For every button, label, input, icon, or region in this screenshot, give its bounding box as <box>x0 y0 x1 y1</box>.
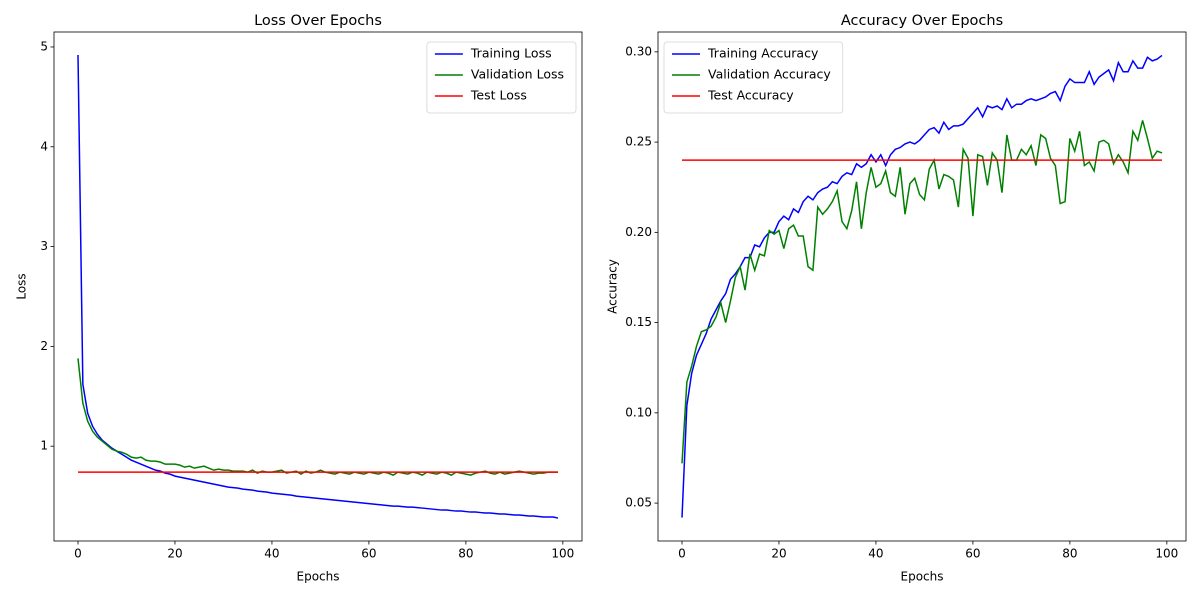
x-tick-label: 0 <box>74 547 82 561</box>
legend: Training Accuracy Validation Accuracy Test… <box>663 41 844 114</box>
axes-frame <box>53 31 583 542</box>
y-tick-label: 0.05 <box>625 496 652 510</box>
x-tick-label: 60 <box>965 547 980 561</box>
line-series <box>681 54 1163 518</box>
legend-frame <box>663 41 844 114</box>
legend: Training Loss Validation Loss Test Loss <box>426 41 577 114</box>
legend-frame <box>426 41 577 114</box>
chart-title: Accuracy Over Epochs <box>841 13 1003 29</box>
y-axis-label: Accuracy <box>606 259 620 314</box>
y-tick-label: 3 <box>40 239 48 253</box>
x-tick-label: 80 <box>1062 547 1077 561</box>
x-tick-label: 60 <box>361 547 376 561</box>
line-series <box>77 54 559 519</box>
y-tick-label: 0.30 <box>625 44 652 58</box>
y-axis-label: Loss <box>15 273 29 299</box>
x-tick-label: 40 <box>264 547 279 561</box>
y-tick-label: 4 <box>40 139 48 153</box>
y-tick-label: 5 <box>40 39 48 53</box>
legend-label: Test Accuracy <box>707 88 794 103</box>
subplot: Accuracy Over Epochs Epochs Accuracy 0 20 40 6… <box>606 13 1187 584</box>
x-tick-label: 100 <box>551 547 574 561</box>
y-tick-label: 1 <box>40 439 48 453</box>
axes-frame <box>657 31 1187 542</box>
x-tick-label: 20 <box>771 547 786 561</box>
x-tick-label: 80 <box>458 547 473 561</box>
x-axis-label: Epochs <box>901 570 944 584</box>
legend-label: Validation Loss <box>471 67 564 82</box>
x-tick-label: 0 <box>678 547 686 561</box>
legend-label: Test Loss <box>470 88 527 103</box>
x-tick-label: 20 <box>167 547 182 561</box>
legend-label: Validation Accuracy <box>708 67 831 82</box>
x-tick-label: 100 <box>1155 547 1178 561</box>
legend-label: Training Accuracy <box>707 46 819 61</box>
line-series <box>681 120 1163 464</box>
subplot: Loss Over Epochs Epochs Loss 0 20 40 60 80 100 1 2… <box>15 13 583 584</box>
line-series <box>77 358 558 476</box>
x-tick-label: 40 <box>868 547 883 561</box>
y-tick-label: 0.15 <box>625 315 652 329</box>
y-tick-label: 0.25 <box>625 135 652 149</box>
y-tick-label: 0.20 <box>625 225 652 239</box>
x-axis-label: Epochs <box>297 570 340 584</box>
legend-label: Training Loss <box>470 46 552 61</box>
y-tick-label: 2 <box>40 339 48 353</box>
y-tick-label: 0.10 <box>625 405 652 419</box>
chart-title: Loss Over Epochs <box>254 13 382 29</box>
